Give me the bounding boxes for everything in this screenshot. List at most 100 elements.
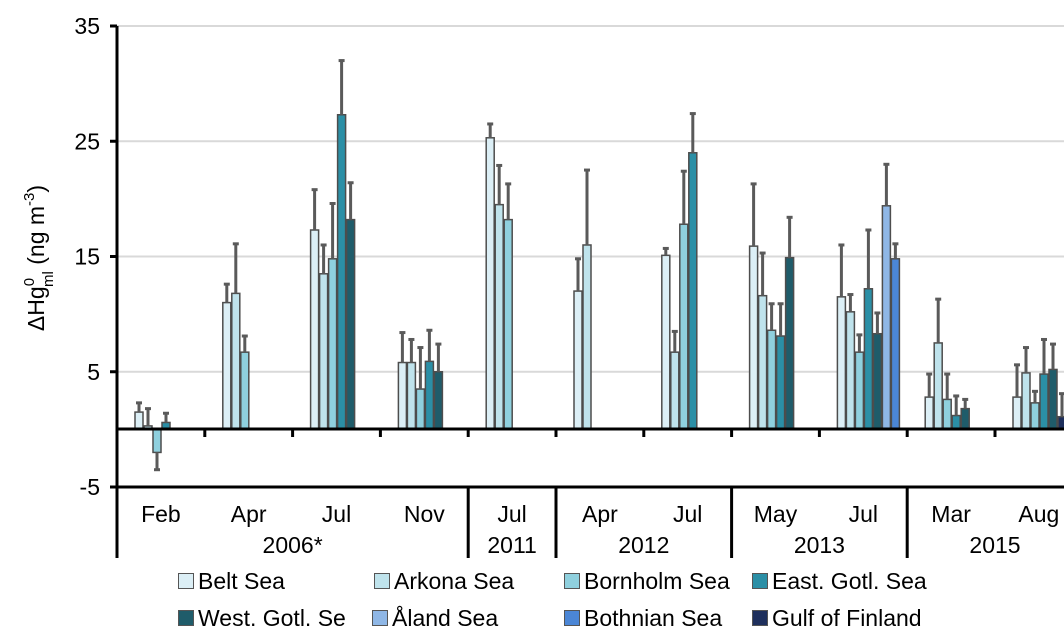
bar [881, 205, 892, 431]
legend-label: Bornholm Sea [584, 567, 730, 594]
bar [397, 361, 408, 431]
bar [863, 288, 874, 431]
x-tick-label: Jul [849, 501, 878, 527]
x-tick-label: Apr [231, 501, 267, 527]
bar [890, 258, 901, 431]
year-label: 2011 [487, 532, 536, 558]
x-tick-label: Nov [404, 501, 445, 527]
bar [679, 223, 689, 431]
bar [960, 407, 970, 431]
legend-item-gulf-of-finland: Gulf of Finland [752, 603, 922, 633]
legend-item-arkona-sea: Arkona Sea [374, 566, 514, 596]
bar [336, 113, 347, 431]
legend-item-west-gotl-sea: West. Gotl. Se [178, 603, 346, 633]
y-tick-label: 25 [74, 128, 100, 154]
bar [670, 351, 680, 431]
y-axis-label-delta: Δ [23, 316, 49, 331]
bar [424, 360, 435, 431]
legend-swatch [564, 573, 580, 589]
bar [854, 351, 865, 431]
y-axis-label-sup2: -3 [21, 193, 38, 206]
legend-item-bothnian-sea: Bothnian Sea [564, 603, 722, 633]
bar [836, 296, 847, 431]
x-tick-label: Jul [673, 501, 702, 527]
bar [784, 256, 795, 431]
year-label: 2012 [618, 532, 669, 558]
y-axis-label-sup1: 0 [21, 278, 38, 286]
x-tick-label: Feb [141, 501, 181, 527]
bar [748, 245, 759, 431]
y-axis-label-base: Hg [23, 286, 49, 315]
bar [240, 351, 250, 431]
y-axis-label-sub: ml [40, 271, 57, 287]
bar [485, 137, 495, 431]
legend-label: Åland Sea [392, 604, 499, 631]
legend-swatch [372, 610, 388, 626]
bar [345, 218, 356, 431]
y-tick-label: -5 [80, 474, 100, 500]
bar [1057, 415, 1064, 431]
legend-swatch [752, 610, 768, 626]
legend: Belt Sea Arkona Sea Bornholm Sea East. G… [178, 566, 1058, 634]
legend-item-east-gotl-sea: East. Gotl. Sea [752, 566, 927, 596]
y-tick-label: 15 [74, 244, 100, 270]
legend-label: Arkona Sea [394, 567, 515, 594]
legend-label: Gulf of Finland [772, 604, 922, 631]
bar [942, 398, 952, 431]
y-tick-label: 35 [74, 13, 100, 39]
bar [688, 152, 698, 431]
bar [222, 301, 232, 431]
bar [318, 273, 329, 431]
bar [933, 342, 943, 431]
legend-swatch [374, 573, 390, 589]
legend-item-belt-sea: Belt Sea [178, 566, 285, 596]
bars-layer [134, 59, 1064, 472]
bar [924, 396, 934, 431]
bar [406, 361, 417, 431]
bar [845, 311, 856, 431]
bar [494, 203, 504, 431]
bar [951, 414, 961, 431]
bar [309, 229, 320, 431]
bar [152, 428, 162, 454]
legend-label: Belt Sea [198, 567, 285, 594]
bar [775, 335, 786, 431]
legend-swatch [178, 610, 194, 626]
bar [327, 258, 338, 431]
year-label: 2013 [794, 532, 845, 558]
x-tick-label: Apr [582, 501, 618, 527]
bar [415, 388, 426, 431]
legend-label: West. Gotl. Se [198, 604, 346, 631]
y-axis-label-unit-open: (ng m [23, 206, 49, 271]
bar [1012, 396, 1022, 431]
x-tick-label: Aug [1018, 501, 1059, 527]
bar [582, 244, 592, 431]
axes [110, 24, 1064, 489]
bar [1030, 402, 1040, 431]
legend-swatch [752, 573, 768, 589]
legend-item-aland-sea: Åland Sea [372, 603, 498, 633]
bar [757, 294, 768, 431]
legend-label: Bothnian Sea [584, 604, 723, 631]
legend-item-bornholm-sea: Bornholm Sea [564, 566, 730, 596]
bar [503, 218, 513, 431]
bar [1048, 368, 1058, 431]
bar [766, 329, 777, 431]
y-axis-label-unit-close: ) [23, 185, 49, 193]
legend-swatch [178, 573, 194, 589]
x-tick-label: Jul [322, 501, 351, 527]
bar [134, 411, 144, 431]
bar [573, 290, 583, 431]
y-axis-label: ΔHg0 ml (ng m-3) [21, 185, 57, 331]
x-tick-label: May [754, 501, 798, 527]
bar [661, 254, 671, 431]
bar [1039, 373, 1049, 431]
y-tick-labels: -5 5 15 25 35 [74, 13, 100, 500]
bar [1021, 372, 1031, 431]
bar [433, 371, 444, 431]
x-tick-label: Jul [497, 501, 526, 527]
legend-label: East. Gotl. Sea [772, 567, 927, 594]
bar [231, 292, 241, 431]
legend-swatch [564, 610, 580, 626]
